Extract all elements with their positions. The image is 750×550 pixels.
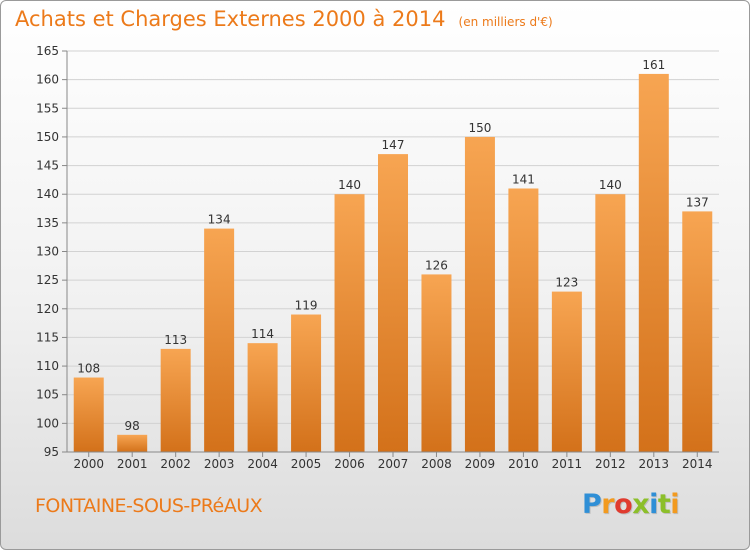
x-tick-label: 2003 bbox=[204, 457, 235, 471]
brand-letter: o bbox=[614, 489, 633, 520]
brand-letter: r bbox=[601, 489, 615, 520]
y-tick-label: 160 bbox=[36, 73, 59, 87]
y-tick-label: 155 bbox=[36, 101, 59, 115]
data-label: 141 bbox=[512, 172, 535, 186]
bars bbox=[73, 73, 713, 453]
data-label: 114 bbox=[251, 327, 274, 341]
bar-2009 bbox=[464, 136, 495, 452]
data-label: 137 bbox=[686, 195, 709, 209]
data-label: 161 bbox=[642, 58, 665, 72]
y-axis-ticks: 95 100 105 110 115 120 125 130 135 140 145 150 155 16… bbox=[36, 44, 67, 459]
bar-2004 bbox=[247, 343, 278, 452]
chart-title: Achats et Charges Externes 2000 à 2014 bbox=[15, 7, 446, 31]
y-tick-label: 135 bbox=[36, 216, 59, 230]
bar-2000 bbox=[73, 377, 104, 452]
y-tick-label: 95 bbox=[44, 445, 59, 459]
x-tick-label: 2012 bbox=[595, 457, 626, 471]
brand-letter: i bbox=[649, 489, 658, 520]
bar-2002 bbox=[160, 348, 191, 452]
x-tick-label: 2010 bbox=[508, 457, 539, 471]
x-tick-label: 2001 bbox=[117, 457, 148, 471]
bar-2007 bbox=[378, 154, 408, 452]
x-tick-label: 2007 bbox=[378, 457, 409, 471]
chart-unit: (en milliers d'€) bbox=[458, 15, 553, 29]
bar-2014 bbox=[682, 211, 713, 452]
bar-2005 bbox=[291, 314, 322, 452]
x-tick-label: 2006 bbox=[334, 457, 365, 471]
data-label: 126 bbox=[425, 258, 448, 272]
y-tick-label: 150 bbox=[36, 130, 59, 144]
x-tick-label: 2013 bbox=[639, 457, 670, 471]
y-tick-label: 125 bbox=[36, 273, 59, 287]
bar-2013 bbox=[638, 73, 669, 453]
brand-logo: Proxiti bbox=[582, 489, 680, 520]
data-label: 108 bbox=[77, 362, 100, 376]
y-tick-label: 100 bbox=[36, 416, 59, 430]
x-tick-label: 2011 bbox=[552, 457, 583, 471]
bar-2001 bbox=[117, 434, 148, 452]
x-tick-label: 2004 bbox=[247, 457, 278, 471]
y-tick-label: 120 bbox=[36, 302, 59, 316]
y-tick-label: 140 bbox=[36, 187, 59, 201]
data-label: 98 bbox=[125, 419, 140, 433]
y-tick-label: 115 bbox=[36, 330, 59, 344]
y-tick-label: 105 bbox=[36, 388, 59, 402]
brand-letter: t bbox=[657, 489, 671, 520]
bar-2010 bbox=[508, 188, 539, 452]
x-axis-ticks: 2000 2001 2002 2003 2004 2005 2006 2007 2008 2009… bbox=[73, 452, 713, 471]
y-tick-label: 165 bbox=[36, 44, 59, 58]
brand-letter: P bbox=[582, 489, 602, 520]
y-tick-label: 145 bbox=[36, 159, 59, 173]
x-tick-label: 2008 bbox=[421, 457, 452, 471]
x-tick-label: 2002 bbox=[160, 457, 191, 471]
bar-2003 bbox=[204, 228, 235, 452]
data-label: 119 bbox=[295, 299, 318, 313]
x-tick-label: 2005 bbox=[291, 457, 322, 471]
data-label: 147 bbox=[382, 138, 405, 152]
data-label: 150 bbox=[468, 121, 491, 135]
town-name: FONTAINE-SOUS-PRéAUX bbox=[35, 495, 263, 517]
y-tick-label: 110 bbox=[36, 359, 59, 373]
data-label: 123 bbox=[555, 276, 578, 290]
bar-2006 bbox=[334, 194, 365, 452]
brand-letter: x bbox=[632, 489, 650, 520]
x-tick-label: 2000 bbox=[73, 457, 104, 471]
data-label: 140 bbox=[599, 178, 622, 192]
y-tick-label: 130 bbox=[36, 245, 59, 259]
bar-2012 bbox=[595, 194, 626, 452]
bar-2008 bbox=[421, 274, 452, 452]
brand-letter: i bbox=[670, 489, 680, 520]
data-label: 113 bbox=[164, 333, 187, 347]
x-tick-label: 2009 bbox=[465, 457, 496, 471]
title-row: Achats et Charges Externes 2000 à 2014 (… bbox=[15, 7, 553, 31]
data-labels: 108 98 113 134 114 119 140 147 126 150 141 123 140 16… bbox=[77, 58, 708, 433]
data-label: 134 bbox=[208, 213, 231, 227]
bar-2011 bbox=[551, 291, 582, 452]
x-tick-label: 2014 bbox=[682, 457, 713, 471]
data-label: 140 bbox=[338, 178, 361, 192]
